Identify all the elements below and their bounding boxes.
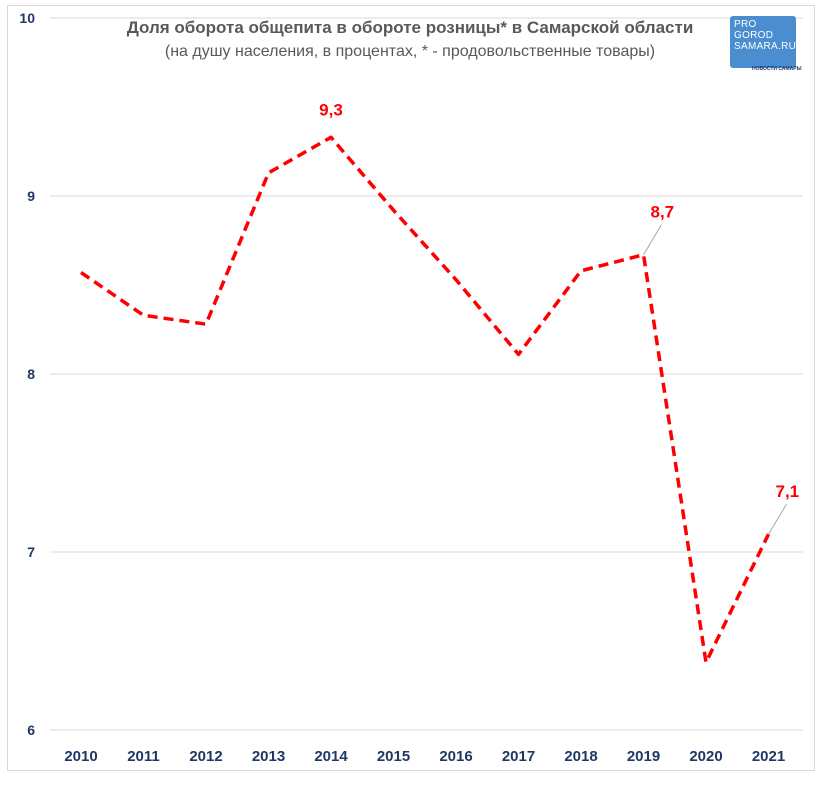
x-tick-label: 2021 [752,748,785,765]
x-tick-label: 2020 [689,748,722,765]
gridlines [50,17,803,731]
chart-frame [7,5,815,771]
x-tick-label: 2014 [314,748,348,765]
data-label: 9,3 [319,100,343,119]
data-label: 7,1 [776,482,800,501]
x-tick-label: 2013 [252,748,285,765]
logo-tagline: НОВОСТИ САМАРЫ [752,66,802,72]
logo-line-3: SAMARA.RU [734,41,797,52]
x-tick-label: 2017 [502,748,535,765]
y-tick-label: 8 [27,366,35,382]
label-leader-line [768,503,787,535]
logo-line-1: PRO [734,19,757,30]
chart-subtitle: (на душу населения, в процентах, * - про… [164,43,656,60]
x-tick-label: 2010 [64,748,97,765]
x-tick-label: 2016 [439,748,472,765]
y-tick-label: 7 [27,544,35,560]
logo-line-2: GOROD [734,30,774,41]
x-tick-label: 2019 [627,748,660,765]
series-line [80,135,771,665]
x-tick-label: 2011 [127,748,160,765]
y-tick-label: 10 [19,10,35,26]
x-tick-label: 2018 [564,748,597,765]
chart-title: Доля оборота общепита в обороте розницы*… [126,18,694,37]
data-labels: 9,3 8,7 7,1 [319,100,800,535]
x-axis-ticks: 2010 2011 2012 2013 2014 2015 2016 2017 2018 2019… [64,748,785,765]
x-tick-label: 2015 [377,748,410,765]
site-logo[interactable]: PRO GOROD SAMARA.RU НОВОСТИ САМАРЫ [730,16,802,72]
y-tick-label: 6 [27,722,35,738]
x-tick-label: 2012 [189,748,222,765]
y-tick-label: 9 [27,188,35,204]
label-leader-line [643,224,662,255]
logo-text: PRO GOROD SAMARA.RU [734,19,796,52]
y-axis-ticks: 6 7 8 9 10 [19,10,35,738]
data-label: 8,7 [651,203,675,222]
